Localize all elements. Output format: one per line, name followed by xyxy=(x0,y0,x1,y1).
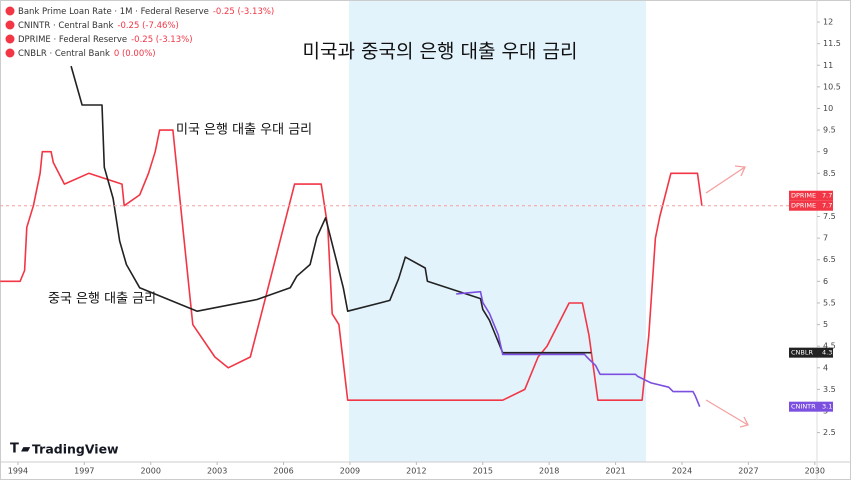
x-tick-label: 2027 xyxy=(738,467,758,476)
price-tag-box xyxy=(789,200,833,211)
price-tag: CNINTR 3.1 xyxy=(789,401,833,412)
x-tick-label: 1994 xyxy=(8,467,28,476)
x-tick-label: 2012 xyxy=(406,467,426,476)
legend-text: Bank Prime Loan Rate · 1M · Federal Rese… xyxy=(18,7,274,17)
y-tick-label: 9.5 xyxy=(823,126,836,135)
series-line xyxy=(70,65,592,354)
price-tag: DPRIME 7.75 xyxy=(789,200,836,211)
price-tag-value: 3.1 xyxy=(822,403,832,411)
y-tick-label: 2.5 xyxy=(823,428,836,437)
y-tick-label: 7 xyxy=(823,234,828,243)
y-tick-label: 11.5 xyxy=(823,39,841,48)
legend-change: -0.25 (-3.13%) xyxy=(213,7,274,17)
logo: T ▰ TradingView xyxy=(10,442,119,457)
annotation: 미국 은행 대출 우대 금리 xyxy=(176,122,312,138)
legend-text: CNINTR · Central Bank -0.25 (-7.46%) xyxy=(18,21,179,31)
y-tick-label: 6.5 xyxy=(823,255,836,264)
x-tick-label: 2024 xyxy=(672,467,692,476)
price-tag-name: CNBLR xyxy=(791,349,813,357)
legend-text: CNBLR · Central Bank 0 (0.00%) xyxy=(18,49,156,59)
legend-icon xyxy=(5,48,15,58)
y-tick-label: 5 xyxy=(823,320,828,329)
x-tick-label: 2015 xyxy=(473,467,493,476)
y-tick-label: 8.5 xyxy=(823,169,836,178)
price-tag-value: 7.75 xyxy=(822,202,836,210)
legend-change: 0 (0.00%) xyxy=(114,49,156,59)
y-tick-label: 10 xyxy=(823,104,833,113)
price-tag: CNBLR 4.35 xyxy=(789,347,836,358)
y-tick-label: 4 xyxy=(823,363,828,372)
y-tick-label: 9 xyxy=(823,147,828,156)
legend-icon xyxy=(5,20,15,30)
arrow xyxy=(705,165,749,428)
y-tick-label: 10.5 xyxy=(823,82,841,91)
price-tag: DPRIME 7.75 xyxy=(789,190,836,201)
series-line xyxy=(456,290,701,408)
x-tick-label: 2003 xyxy=(207,467,227,476)
price-tag-value: 4.35 xyxy=(822,349,836,357)
legend-name: CNINTR · Central Bank xyxy=(18,21,113,31)
legend-change: -0.25 (-7.46%) xyxy=(117,21,178,31)
watermark: TradingView xyxy=(32,442,119,457)
legend-icon xyxy=(5,34,15,44)
price-tag-name: DPRIME xyxy=(791,192,816,200)
y-tick-label: 4.5 xyxy=(823,342,836,351)
price-tag-value: 7.75 xyxy=(822,192,836,200)
x-tick-label: 2021 xyxy=(605,467,625,476)
svg-text:▰: ▰ xyxy=(21,442,31,456)
legend-name: Bank Prime Loan Rate · 1M · Federal Rese… xyxy=(18,7,209,17)
price-tag-box xyxy=(789,347,833,358)
y-tick-label: 5.5 xyxy=(823,298,836,307)
legend-icon xyxy=(5,6,15,16)
x-tick-label: 1997 xyxy=(74,467,94,476)
x-tick-label: 2006 xyxy=(273,467,293,476)
price-tag-box xyxy=(789,401,833,412)
y-tick-label: 3.5 xyxy=(823,385,836,394)
y-tick-label: 7.5 xyxy=(823,212,836,221)
legend-name: DPRIME · Federal Reserve xyxy=(18,35,127,45)
y-tick-label: 6 xyxy=(823,277,828,286)
annotation: 중국 은행 대출 금리 xyxy=(48,291,156,307)
price-tag-name: DPRIME xyxy=(791,202,816,210)
price-tag-box xyxy=(789,190,833,201)
x-tick-label: 2030 xyxy=(805,467,825,476)
x-tick-label: 2009 xyxy=(340,467,360,476)
y-tick-label: 12 xyxy=(823,18,833,27)
legend-name: CNBLR · Central Bank xyxy=(18,49,110,59)
y-tick-label: 11 xyxy=(823,61,833,70)
legend-change: -0.25 (-3.13%) xyxy=(131,35,192,45)
svg-text:T: T xyxy=(10,442,19,457)
x-tick-label: 2000 xyxy=(141,467,161,476)
series-line xyxy=(0,129,703,401)
highlight-band xyxy=(349,0,646,462)
x-tick-label: 2018 xyxy=(539,467,559,476)
chart-title: 미국과 중국의 은행 대출 우대 금리 xyxy=(303,41,578,63)
legend-text: DPRIME · Federal Reserve -0.25 (-3.13%) xyxy=(18,35,193,45)
price-tag-name: CNINTR xyxy=(791,403,816,411)
